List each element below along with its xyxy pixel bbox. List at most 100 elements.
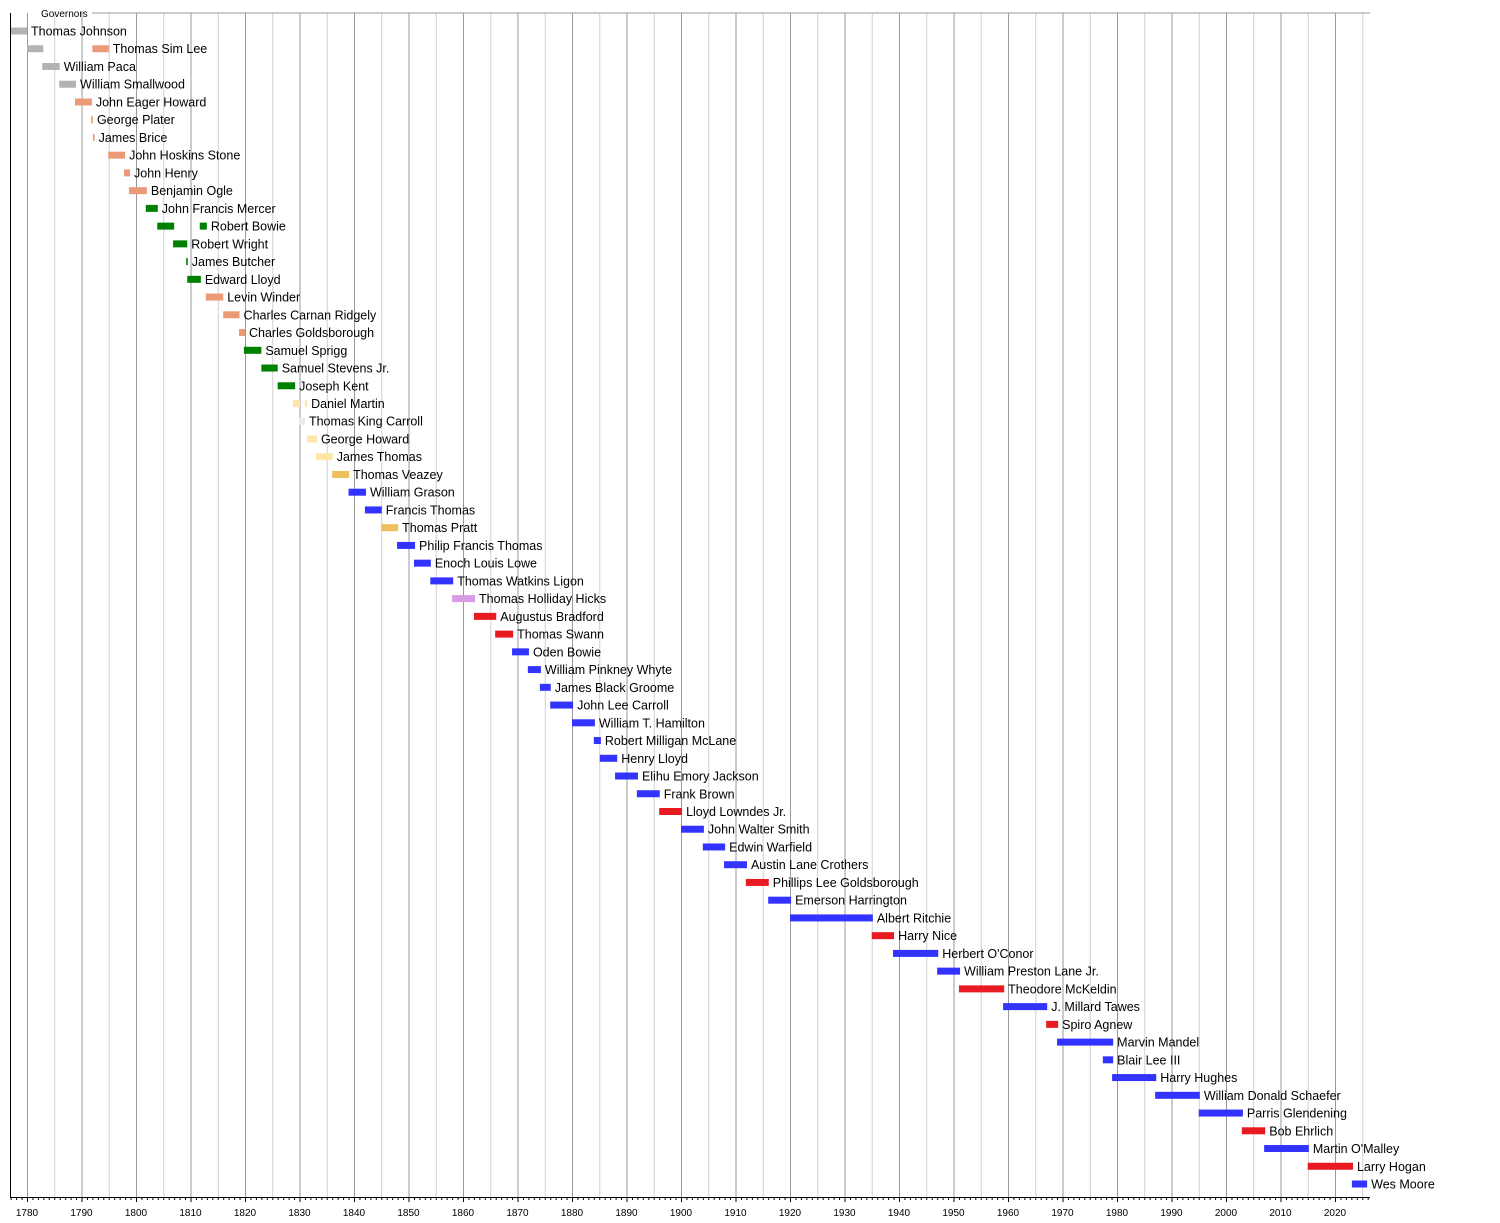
governor-row: George Plater	[91, 113, 175, 127]
term-bar	[42, 62, 60, 70]
governor-label: Herbert O'Conor	[942, 947, 1033, 961]
governor-row: Joseph Kent	[277, 379, 369, 393]
governor-row: Thomas Swann	[495, 628, 604, 642]
governor-label: John Lee Carroll	[577, 699, 669, 713]
governor-row: Thomas Pratt	[381, 521, 478, 535]
governor-row: Martin O'Malley	[1264, 1142, 1400, 1156]
term-bar	[157, 222, 175, 230]
governor-label: William Smallwood	[80, 78, 185, 92]
term-bar	[681, 825, 704, 833]
x-tick-label: 1800	[125, 1208, 148, 1218]
governor-row: William Smallwood	[59, 78, 185, 92]
governor-label: John Walter Smith	[708, 823, 810, 837]
governor-label: Larry Hogan	[1357, 1160, 1426, 1174]
governor-label: James Thomas	[337, 450, 422, 464]
governor-row: James Butcher	[186, 255, 275, 269]
governor-label: Robert Wright	[191, 237, 268, 251]
governor-label: Henry Lloyd	[621, 752, 688, 766]
governor-row: John Francis Mercer	[145, 202, 276, 216]
governor-row: Bob Ehrlich	[1241, 1124, 1333, 1138]
governor-label: Thomas Holliday Hicks	[479, 592, 606, 606]
governor-row: Wes Moore	[1351, 1178, 1435, 1192]
governor-row: Parris Glendening	[1198, 1107, 1347, 1121]
term-bar	[10, 27, 27, 35]
term-bar	[593, 737, 601, 745]
term-bar	[1241, 1127, 1266, 1135]
governor-row: William T. Hamilton	[572, 716, 705, 730]
governor-row: Edward Lloyd	[187, 273, 281, 287]
governor-row: Daniel Martin	[292, 397, 385, 411]
governor-label: John Eager Howard	[96, 95, 207, 109]
term-bar	[550, 701, 574, 709]
governor-label: Wes Moore	[1371, 1178, 1435, 1192]
governor-row: Herbert O'Conor	[893, 947, 1034, 961]
governor-label: Harry Hughes	[1160, 1071, 1237, 1085]
x-tick-label: 1940	[888, 1208, 911, 1218]
governor-row: James Thomas	[315, 450, 422, 464]
x-tick-label: 1900	[670, 1208, 693, 1218]
x-tick-label: 1950	[942, 1208, 965, 1218]
term-bar	[659, 807, 683, 815]
governor-label: J. Millard Tawes	[1051, 1000, 1140, 1014]
x-tick-label: 1790	[70, 1208, 93, 1218]
governor-row: William Preston Lane Jr.	[937, 965, 1099, 979]
term-bar	[430, 577, 454, 585]
governor-row: Blair Lee III	[1102, 1053, 1180, 1067]
term-bar	[539, 683, 551, 691]
x-tick-label: 2000	[1215, 1208, 1238, 1218]
term-bar	[512, 648, 529, 656]
x-tick-label: 1830	[288, 1208, 311, 1218]
term-bar	[298, 417, 305, 425]
x-tick-label: 1840	[343, 1208, 366, 1218]
term-bar	[527, 666, 541, 674]
governor-row: Larry Hogan	[1307, 1160, 1426, 1174]
term-bar	[1264, 1145, 1309, 1153]
governor-row: Benjamin Ogle	[128, 184, 233, 198]
term-bar	[292, 400, 301, 408]
governor-label: Thomas Johnson	[31, 25, 127, 39]
term-bar	[937, 967, 961, 975]
governor-label: Edwin Warfield	[729, 840, 812, 854]
term-bar	[364, 506, 382, 514]
governor-label: William Grason	[370, 486, 455, 500]
governor-row: Lloyd Lowndes Jr.	[659, 805, 786, 819]
term-bar	[199, 222, 207, 230]
governor-label: Samuel Stevens Jr.	[282, 362, 390, 376]
governor-label: George Plater	[97, 113, 175, 127]
term-bar	[1198, 1109, 1243, 1117]
governor-row: William Pinkney Whyte	[527, 663, 672, 677]
governor-label: Elihu Emory Jackson	[642, 770, 759, 784]
governor-row: Oden Bowie	[512, 645, 601, 659]
governor-label: Emerson Harrington	[795, 894, 907, 908]
governor-label: Phillips Lee Goldsborough	[773, 876, 919, 890]
governor-row: Harry Nice	[871, 929, 957, 943]
term-bar	[92, 133, 95, 141]
governor-row: Austin Lane Crothers	[724, 858, 868, 872]
governor-row: John Lee Carroll	[550, 699, 669, 713]
governor-row: William Donald Schaefer	[1155, 1089, 1341, 1103]
term-bar	[1102, 1056, 1114, 1064]
governor-label: William Paca	[64, 60, 136, 74]
term-bar	[348, 488, 366, 496]
governor-row: Levin Winder	[205, 291, 300, 305]
term-bar	[615, 772, 638, 780]
governor-label: Bob Ehrlich	[1269, 1124, 1333, 1138]
governor-row: James Black Groome	[539, 681, 674, 695]
governor-label: Oden Bowie	[533, 645, 601, 659]
term-bar	[473, 612, 497, 620]
term-bar	[92, 45, 109, 53]
governor-label: Lloyd Lowndes Jr.	[686, 805, 786, 819]
term-bar	[636, 790, 660, 798]
governor-label: Albert Ritchie	[877, 911, 951, 925]
term-bar	[724, 861, 747, 869]
term-bar	[381, 524, 399, 532]
governor-label: Martin O'Malley	[1313, 1142, 1400, 1156]
governor-label: Frank Brown	[664, 787, 735, 801]
x-tick-label: 1930	[833, 1208, 856, 1218]
governor-row: Thomas Johnson	[10, 25, 127, 39]
governor-label: Blair Lee III	[1117, 1053, 1180, 1067]
term-bar	[261, 364, 278, 372]
governor-label: John Henry	[134, 166, 199, 180]
governor-bars: Thomas Johnson Thomas Sim Lee William Paca…	[10, 25, 1435, 1192]
governor-label: Thomas Sim Lee	[113, 42, 208, 56]
